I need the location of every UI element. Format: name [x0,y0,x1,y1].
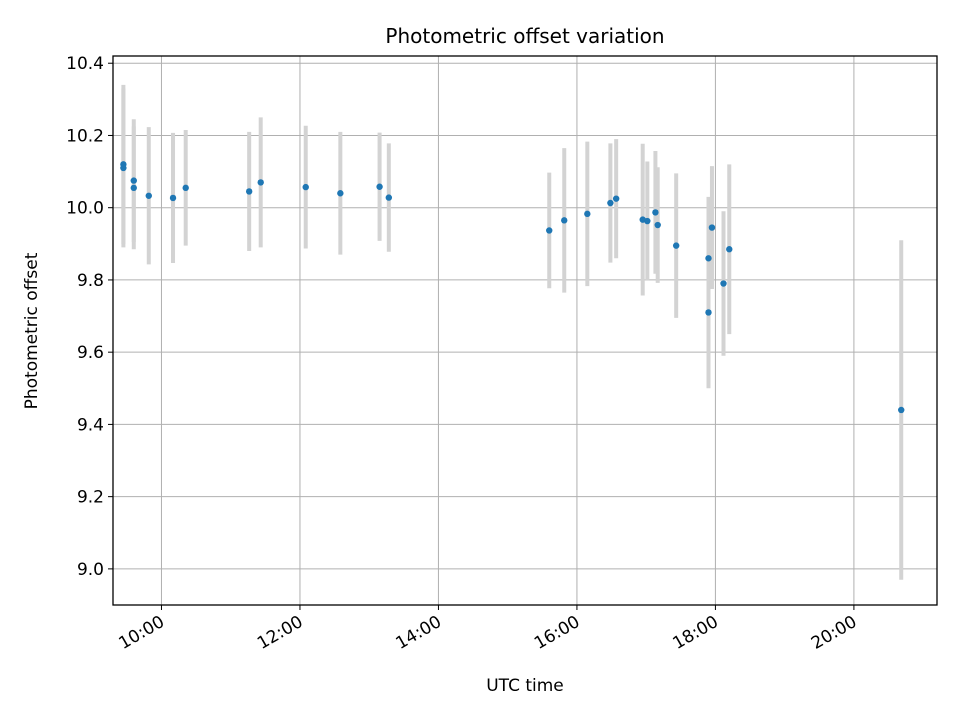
y-axis-title: Photometric offset [22,252,42,409]
data-point [726,246,733,253]
data-point [337,190,344,197]
plot-frame [112,55,938,606]
data-point [644,217,651,225]
data-points [120,161,905,414]
y-tick-label: 9.8 [77,271,104,291]
x-axis-title: UTC time [486,676,564,696]
y-tick-label: 10.0 [66,199,104,219]
y-tick-label: 9.0 [77,560,104,580]
data-point [169,194,177,202]
data-point [705,255,712,262]
data-point [652,209,659,216]
data-point [720,280,727,287]
y-tick-label: 9.6 [77,343,104,363]
data-point [257,179,264,186]
data-point [130,184,137,192]
data-point [654,221,661,229]
y-tick-label: 9.4 [77,415,104,435]
data-point [302,183,309,191]
y-tick-label: 10.2 [66,126,104,146]
data-point [385,194,393,201]
data-point [245,188,253,195]
data-point [584,210,591,218]
y-tick-label: 10.4 [66,54,104,74]
data-point [898,406,905,414]
data-point [708,224,716,231]
data-point [130,177,137,184]
data-point [672,242,680,249]
y-axis: 9.0 9.2 9.4 9.6 9.8 10.0 10.2 10.4 [66,54,113,580]
data-point [376,183,383,190]
data-point [120,164,127,172]
data-point [607,199,614,207]
data-point [145,192,152,199]
data-point [612,195,620,202]
data-point [705,309,712,316]
y-tick-label: 9.2 [77,488,104,508]
data-point [182,184,189,192]
data-point [546,227,553,234]
chart-title: Photometric offset variation [385,24,664,48]
data-point [561,217,568,224]
